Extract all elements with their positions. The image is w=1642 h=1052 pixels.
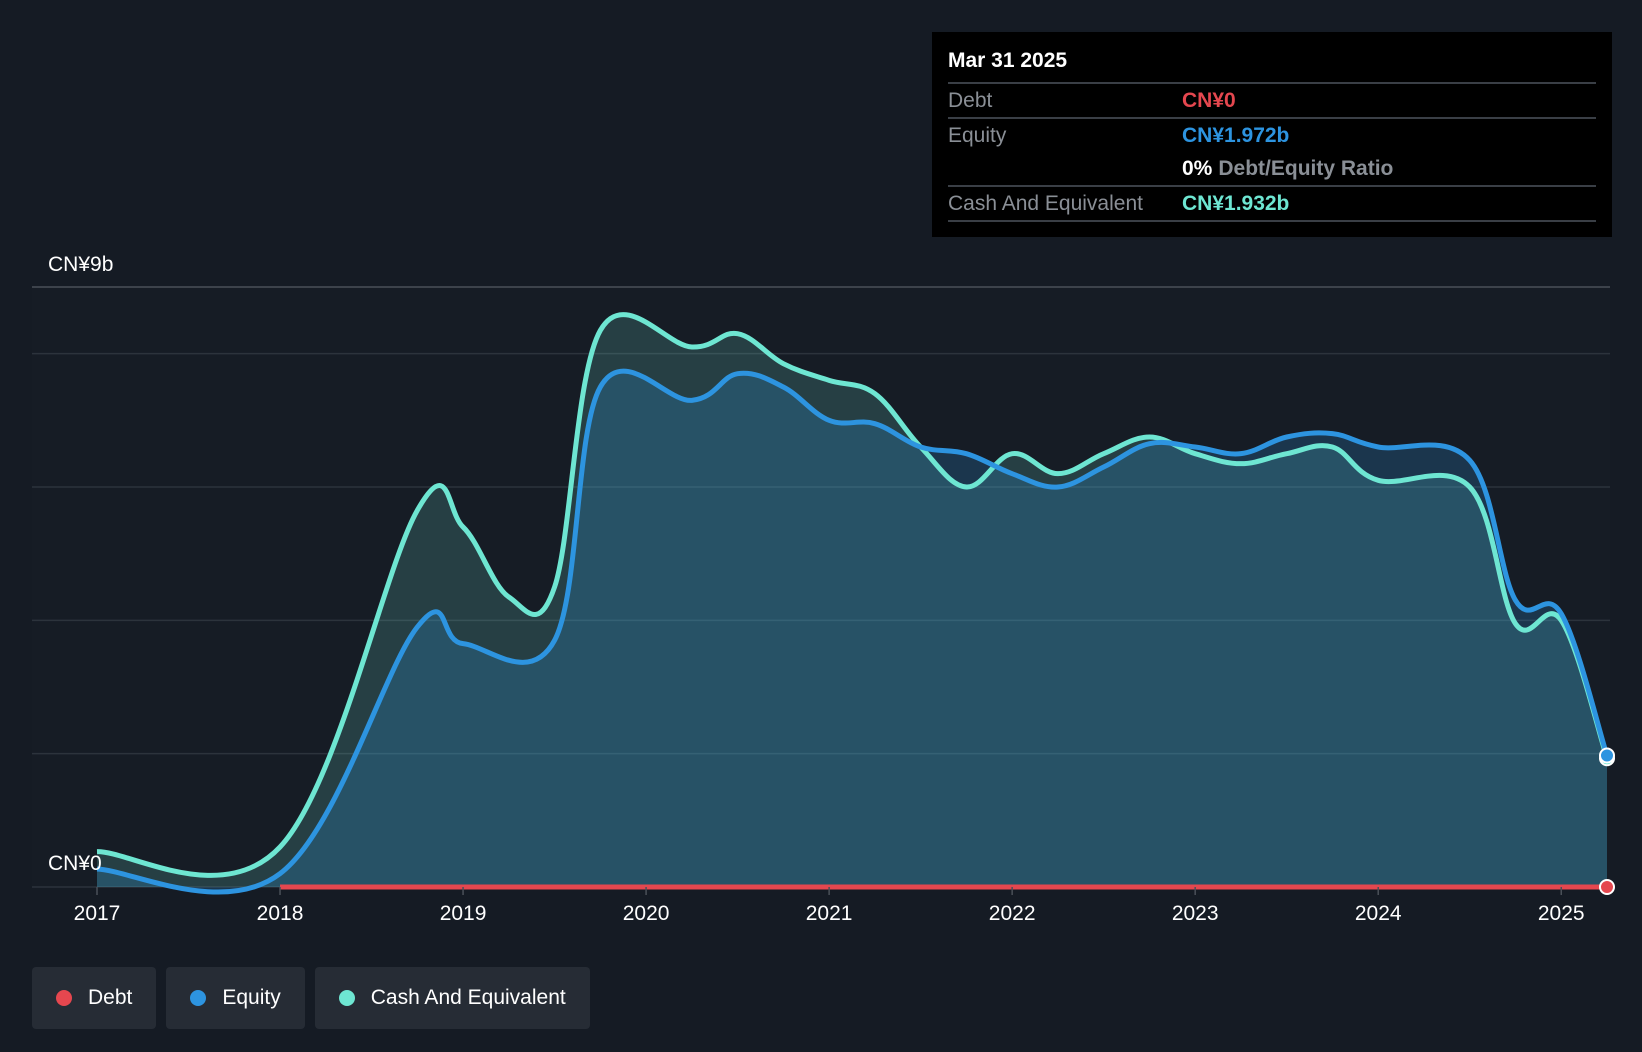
series-endpoints [1599,747,1615,895]
debt-endpoint [1599,879,1615,895]
tooltip-cash-label: Cash And Equivalent [948,191,1143,215]
tooltip-cash-row: Cash And Equivalent CN¥1.932b [948,185,1596,222]
data-tooltip: Mar 31 2025 Debt CN¥0 Equity CN¥1.972b 0… [932,32,1612,237]
series-lines [96,312,1610,895]
x-tick-label: 2020 [623,902,670,925]
tooltip-ratio-value: 0% [1182,156,1213,180]
x-tick-label: 2024 [1355,902,1402,925]
cash-and-equivalent-line [96,312,1610,878]
equity-endpoint [1599,747,1615,764]
plot-background [32,287,1610,887]
legend-label-cash: Cash And Equivalent [370,986,566,1009]
tooltip-ratio-row: 0% Debt/Equity Ratio [948,152,1596,185]
x-tick-label: 2025 [1538,902,1585,925]
y-axis-max-label: CN¥9b [48,253,113,276]
tooltip-ratio-label: Debt/Equity Ratio [1218,156,1394,180]
legend-label-debt: Debt [88,986,133,1009]
x-tick-label: 2021 [806,902,853,925]
legend-item-debt[interactable]: Debt [32,967,157,1029]
x-tick-label: 2023 [1172,902,1219,925]
legend-dot-debt [56,990,72,1006]
tooltip-equity-value: CN¥1.972b [1182,123,1290,147]
y-axis-min-label: CN¥0 [48,852,102,875]
x-tick-label: 2022 [989,902,1036,925]
legend-item-equity[interactable]: Equity [166,967,305,1029]
tooltip-cash-value: CN¥1.932b [1182,191,1290,215]
tooltip-date: Mar 31 2025 [948,49,1068,72]
x-axis-ticks: 2017 2018 2019 2020 2021 2022 2023 2024 2025 [74,887,1585,925]
legend-label-equity: Equity [222,986,281,1009]
x-tick-label: 2017 [74,902,121,925]
tooltip-debt-value: CN¥0 [1182,88,1236,112]
cash-and-equivalent-area [97,314,1607,887]
legend-dot-cash [338,990,355,1006]
chart-legend: Debt Equity Cash And Equivalent [32,967,600,1029]
legend-item-cash[interactable]: Cash And Equivalent [314,967,590,1029]
tooltip-debt-row: Debt CN¥0 [948,82,1596,117]
x-tick-label: 2018 [257,902,304,925]
tooltip-debt-label: Debt [948,88,993,112]
equity-line [96,368,1610,895]
tooltip-equity-label: Equity [948,123,1007,147]
tooltip-equity-row: Equity CN¥1.972b [948,117,1596,152]
legend-dot-equity [190,990,207,1006]
series-areas [97,314,1607,893]
equity-area [97,371,1607,893]
x-tick-label: 2019 [440,902,487,925]
